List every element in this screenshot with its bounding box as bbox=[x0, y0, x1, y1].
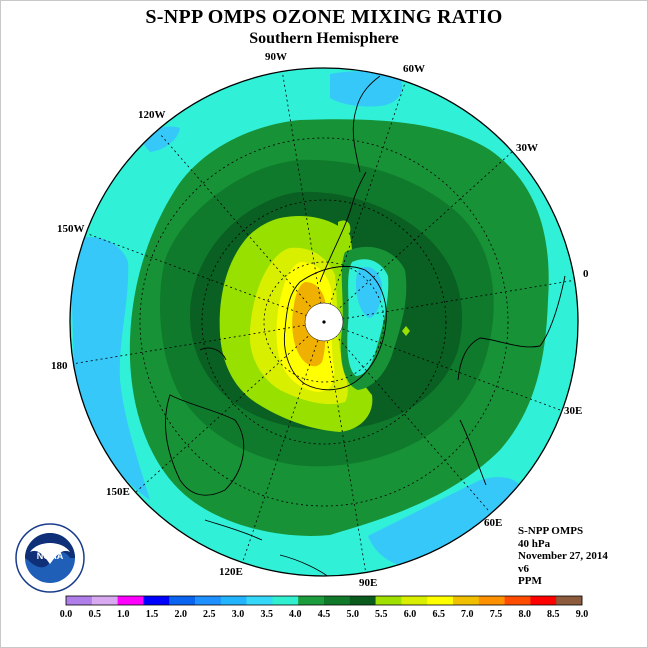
colorbar-swatch bbox=[349, 596, 376, 605]
latitude-circle-1 bbox=[263, 261, 385, 383]
coastlines bbox=[165, 75, 566, 576]
info-block: S-NPP OMPS 40 hPa November 27, 2014 v6 P… bbox=[518, 525, 608, 588]
lon-150w: 150W bbox=[57, 223, 85, 235]
lon-120w: 120W bbox=[138, 109, 166, 121]
field-lime-spot bbox=[338, 220, 351, 236]
info-units: PPM bbox=[518, 575, 542, 587]
colorbar-tick-label: 3.0 bbox=[231, 609, 245, 620]
info-level: 40 hPa bbox=[518, 537, 551, 550]
colorbar-swatch bbox=[169, 596, 196, 605]
colorbar-swatch bbox=[272, 596, 299, 605]
colorbar-swatch bbox=[375, 596, 402, 605]
colorbar-tick-label: 9.0 bbox=[575, 609, 589, 620]
meridian-60e-120w bbox=[159, 133, 489, 511]
colorbar-tick-label: 2.0 bbox=[174, 609, 187, 620]
lon-30e: 30E bbox=[564, 405, 583, 417]
latitude-circle-3 bbox=[139, 137, 509, 507]
lon-0: 0 bbox=[583, 268, 589, 280]
colorbar-tick-label: 6.5 bbox=[432, 609, 445, 620]
map-outline bbox=[69, 67, 579, 577]
field-sky-west bbox=[70, 236, 150, 500]
lon-150e: 150E bbox=[106, 486, 130, 498]
colorbar-swatch bbox=[91, 596, 118, 605]
coast-australia bbox=[165, 394, 245, 496]
lon-60w: 60W bbox=[403, 63, 425, 75]
colorbar-border bbox=[65, 595, 583, 606]
colorbar-tick-label: 1.0 bbox=[117, 609, 130, 620]
colorbar-tick-label: 8.5 bbox=[547, 609, 560, 620]
lon-60e: 60E bbox=[484, 517, 503, 529]
map-title: S-NPP OMPS OZONE MIXING RATIO bbox=[145, 6, 503, 28]
colorbar-tick-label: 8.0 bbox=[518, 609, 531, 620]
noaa-logo-icon: NOAA bbox=[15, 523, 85, 593]
colorbar-swatch bbox=[453, 596, 480, 605]
field-sky-se bbox=[368, 477, 520, 567]
coast-new-zealand bbox=[199, 347, 227, 361]
colorbar-tick-label: 7.0 bbox=[461, 609, 474, 620]
colorbar-swatch bbox=[246, 596, 273, 605]
coast-india bbox=[459, 419, 487, 486]
colorbar-tick-label: 0.0 bbox=[59, 609, 73, 620]
colorbar-swatch bbox=[298, 596, 325, 605]
colorbar-swatch bbox=[504, 596, 531, 605]
map-subtitle: Southern Hemisphere bbox=[249, 30, 399, 47]
colorbar-swatch bbox=[143, 596, 170, 605]
colorbar-swatch bbox=[556, 596, 583, 605]
coast-antarctic-peninsula bbox=[319, 171, 367, 283]
colorbar-tick-label: 4.5 bbox=[317, 609, 331, 620]
coast-antarctica bbox=[283, 265, 387, 391]
colorbar-swatch bbox=[66, 596, 93, 605]
lon-90w: 90W bbox=[265, 51, 287, 63]
colorbar-tick-label: 4.0 bbox=[289, 609, 302, 620]
lon-180: 180 bbox=[51, 360, 68, 372]
info-date: November 27, 2014 bbox=[518, 550, 608, 562]
noaa-logo-text: NOAA bbox=[37, 551, 64, 561]
lon-120e: 120E bbox=[219, 566, 243, 578]
coast-south-america bbox=[352, 75, 381, 173]
colorbar-tick-label: 7.5 bbox=[489, 609, 503, 620]
pole-marker bbox=[322, 320, 326, 324]
field-lime-dot bbox=[402, 326, 410, 336]
coast-africa bbox=[457, 275, 566, 381]
colorbar-tick-label: 5.5 bbox=[375, 609, 388, 620]
colorbar-swatch bbox=[427, 596, 454, 605]
colorbar-tick-label: 1.5 bbox=[145, 609, 159, 620]
colorbar-swatch bbox=[195, 596, 222, 605]
colorbar-tick-label: 5.0 bbox=[346, 609, 359, 620]
lon-30w: 30W bbox=[516, 142, 538, 154]
colorbar-swatch bbox=[530, 596, 557, 605]
colorbar-swatch bbox=[478, 596, 505, 605]
colorbar-tick-label: 2.5 bbox=[203, 609, 216, 620]
colorbar-swatch bbox=[324, 596, 351, 605]
info-version: v6 bbox=[518, 562, 529, 575]
colorbar-tick-label: 3.5 bbox=[260, 609, 273, 620]
colorbar-tick-label: 0.5 bbox=[88, 609, 101, 620]
lon-90e: 90E bbox=[359, 577, 378, 589]
latitude-circle-2 bbox=[201, 199, 447, 445]
info-instrument: S-NPP OMPS bbox=[518, 525, 584, 537]
colorbar-swatch bbox=[117, 596, 144, 605]
colorbar-tick-label: 6.0 bbox=[403, 609, 417, 620]
colorbar-swatch bbox=[220, 596, 247, 605]
colorbar-swatch bbox=[401, 596, 428, 605]
